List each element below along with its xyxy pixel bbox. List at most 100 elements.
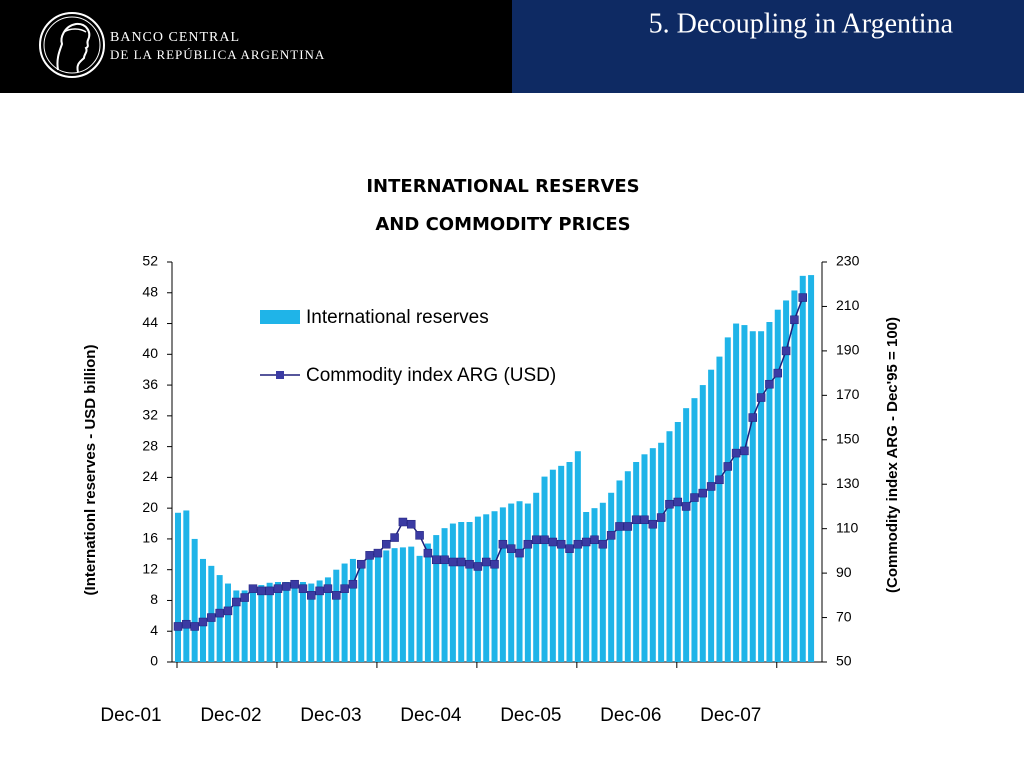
marker	[515, 548, 524, 558]
marker	[748, 413, 758, 422]
marker	[506, 544, 516, 553]
bar	[558, 465, 565, 662]
y-tick-label: 40	[142, 345, 158, 361]
marker	[415, 531, 424, 540]
y-tick-label: 36	[142, 376, 158, 392]
marker	[207, 613, 216, 622]
marker	[273, 584, 283, 593]
bar	[608, 492, 615, 662]
marker	[548, 537, 558, 547]
y2-tick-label: 110	[836, 519, 859, 535]
marker	[307, 591, 316, 600]
bar	[699, 385, 706, 662]
marker	[598, 539, 608, 549]
bar	[374, 553, 381, 662]
bar	[491, 511, 498, 662]
bar	[333, 569, 340, 662]
bar	[274, 582, 281, 662]
bar	[674, 422, 681, 662]
marker	[781, 346, 791, 356]
bar	[441, 528, 448, 662]
marker	[382, 539, 391, 549]
marker	[715, 475, 724, 485]
bar	[691, 398, 698, 662]
marker	[631, 515, 641, 525]
marker	[698, 488, 708, 498]
marker	[790, 315, 799, 325]
bar	[683, 408, 690, 662]
marker	[232, 597, 241, 607]
bar	[741, 325, 748, 662]
y-tick-label: 32	[142, 407, 158, 423]
marker	[456, 557, 466, 567]
bar	[324, 577, 331, 662]
marker	[756, 393, 766, 402]
bar	[616, 480, 623, 662]
bar	[408, 546, 415, 662]
y2-tick-label: 50	[836, 653, 852, 669]
bar	[591, 508, 598, 662]
y2-tick-label: 210	[836, 297, 860, 313]
bar	[483, 514, 490, 662]
marker	[298, 584, 308, 593]
marker	[690, 493, 699, 502]
y-tick-label: 16	[142, 530, 158, 546]
marker	[315, 586, 324, 596]
x-tick-label: Dec-02	[200, 705, 261, 726]
chart-title: INTERNATIONAL RESERVES	[366, 176, 639, 197]
marker	[257, 586, 266, 596]
bar	[774, 309, 781, 662]
marker	[423, 548, 433, 558]
y2-tick-label: 130	[836, 475, 860, 491]
marker	[731, 448, 741, 458]
header-right	[512, 0, 1024, 93]
marker	[240, 593, 249, 602]
marker	[431, 555, 441, 565]
marker	[740, 446, 749, 456]
marker	[773, 368, 783, 378]
bar	[799, 275, 806, 662]
x-tick-label: Dec-01	[100, 705, 161, 726]
bar	[733, 323, 740, 662]
marker	[623, 522, 633, 531]
bar	[358, 562, 365, 662]
y2-tick-label: 230	[836, 253, 860, 269]
bar	[175, 512, 181, 662]
marker	[523, 539, 533, 549]
legend-label: Commodity index ARG (USD)	[306, 365, 556, 386]
marker	[590, 535, 599, 545]
bar	[791, 290, 798, 662]
logo	[39, 12, 105, 78]
bar	[216, 575, 223, 662]
bar	[541, 476, 548, 662]
chart-title: AND COMMODITY PRICES	[375, 214, 630, 235]
marker	[531, 535, 541, 545]
bar	[233, 590, 240, 662]
bar	[641, 454, 648, 662]
marker	[357, 559, 366, 569]
bar	[758, 331, 765, 662]
bar	[716, 356, 723, 662]
marker	[448, 557, 458, 567]
bar	[549, 469, 556, 662]
bar	[383, 550, 390, 662]
marker	[540, 535, 549, 545]
marker	[373, 548, 383, 558]
bar	[241, 590, 248, 662]
bar	[199, 558, 206, 662]
marker	[348, 579, 358, 589]
legend-swatch	[260, 310, 300, 324]
marker	[498, 539, 508, 549]
marker	[290, 579, 299, 589]
marker	[565, 544, 574, 553]
y-tick-label: 48	[142, 283, 158, 299]
marker	[390, 533, 399, 542]
slide-title: 5. Decoupling in Argentina	[649, 8, 954, 39]
y-tick-label: 52	[142, 253, 158, 269]
bar	[466, 522, 473, 662]
x-tick-label: Dec-06	[600, 705, 661, 726]
bank-name: DE LA REPÚBLICA ARGENTINA	[110, 47, 325, 62]
marker	[640, 515, 649, 525]
bar	[316, 580, 323, 662]
